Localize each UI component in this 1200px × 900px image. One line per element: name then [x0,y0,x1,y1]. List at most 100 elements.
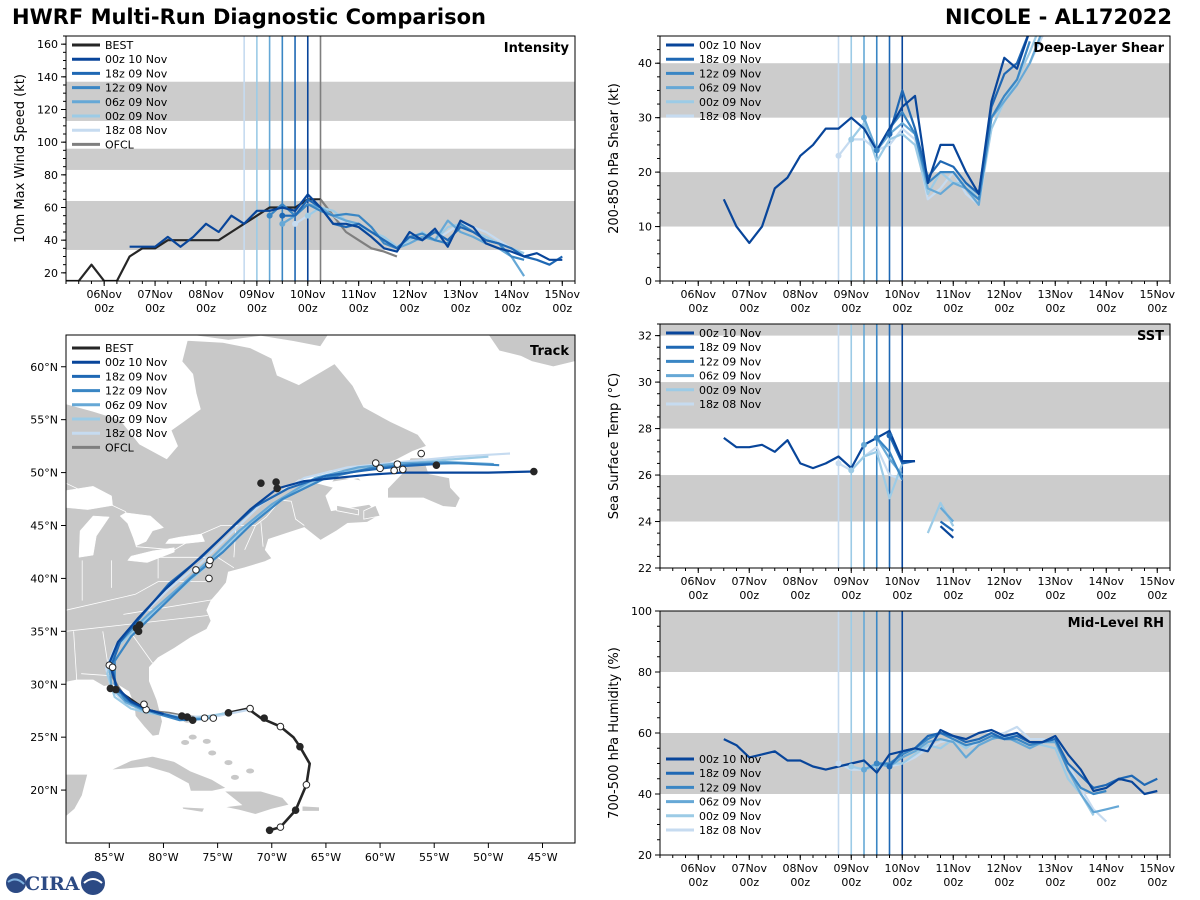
shear-xtick-label: 13Nov [1038,288,1074,301]
rh-title: Mid-Level RH [1068,616,1164,631]
sst-init-point [861,441,867,448]
track-legend-label: 06z 09 Nov [105,399,168,412]
sst-xtick-label: 00z [892,589,912,602]
globe-swoosh-icon [7,878,25,885]
rh-series-line [723,728,1158,796]
rh-xtick-label: 00z [739,876,759,889]
track-ytick-label: 55°N [30,414,58,427]
lake-erie [127,547,175,563]
intensity-ytick-label: 140 [37,71,58,84]
shear-legend-label: 00z 10 Nov [699,39,762,52]
track-ytick-label: 35°N [30,625,58,638]
shear-xtick-label: 00z [892,302,912,315]
rh-band [660,611,1170,672]
intensity-xtick-label: 12Nov [392,288,428,301]
track-marker [390,466,398,475]
intensity-ytick-label: 20 [44,267,58,280]
intensity-xtick-label: 00z [501,302,521,315]
shear-legend-label: 06z 09 Nov [699,82,762,95]
sst-ylabel: Sea Surface Temp (°C) [607,373,622,520]
rh-ytick-label: 60 [638,727,652,740]
shear-xtick-label: 00z [1147,302,1167,315]
shear-ytick-label: 10 [638,221,652,234]
greenland-land [487,335,575,368]
shear-series-line [862,36,1042,206]
rh-legend-label: 12z 09 Nov [699,781,762,794]
sst-xtick-label: 00z [943,589,963,602]
sst-xtick-label: 09Nov [834,575,870,588]
hispaniola-land [222,790,290,815]
rh-xtick-label: 00z [841,876,861,889]
track-marker [257,479,265,487]
intensity-ylabel: 10m Max Wind Speed (kt) [13,74,28,243]
rh-xtick-label: 12Nov [987,862,1023,875]
track-legend-label: 00z 09 Nov [105,413,168,426]
track-ytick-label: 25°N [30,731,58,744]
sst-panel: 22242628303206Nov00z07Nov00z08Nov00z09No… [607,323,1176,602]
track-xtick-label: 65°W [311,851,341,864]
rh-xtick-label: 07Nov [732,862,768,875]
intensity-series-line [129,193,563,261]
rh-xtick-label: 00z [1096,876,1116,889]
intensity-legend-label: 12z 09 Nov [105,82,168,95]
shear-ytick-label: 0 [645,275,652,288]
state-border [81,673,112,677]
track-marker [140,700,148,709]
shear-title: Deep-Layer Shear [1033,41,1164,56]
bahamas-island [230,774,239,780]
track-frame [65,334,576,844]
puerto-rico-land [301,805,320,812]
track-marker [134,627,143,636]
shear-xtick-label: 12Nov [987,288,1023,301]
track-marker [209,714,218,722]
track-title: Track [530,344,569,359]
rh-xtick-label: 00z [688,876,708,889]
shear-ytick-label: 40 [638,57,652,70]
sst-xtick-label: 00z [688,589,708,602]
rh-xtick-label: 15Nov [1140,862,1176,875]
shear-xtick-label: 07Nov [732,288,768,301]
rh-init-point [886,763,893,770]
intensity-ytick-label: 80 [44,169,58,182]
rh-band [660,733,1170,794]
track-ytick-label: 30°N [30,678,58,691]
rh-series-line [863,734,1120,814]
intensity-xtick-label: 00z [552,302,572,315]
shear-xtick-label: 00z [790,302,810,315]
jamaica-land [181,806,206,813]
track-ytick-label: 20°N [30,784,58,797]
shear-panel: 01020304006Nov00z07Nov00z08Nov00z09Nov00… [607,35,1176,315]
track-legend-label: 18z 09 Nov [105,370,168,383]
sst-xtick-label: 15Nov [1140,575,1176,588]
intensity-xtick-label: 15Nov [545,288,581,301]
rh-init-point [873,760,880,767]
shear-init-point [848,136,855,143]
bahamas-island [202,738,211,744]
shear-xtick-label: 08Nov [783,288,819,301]
track-xtick-label: 45°W [527,851,557,864]
track-marker [206,556,214,565]
sst-xtick-label: 00z [994,589,1014,602]
track-marker [260,714,268,722]
intensity-ytick-label: 160 [37,38,58,51]
shear-xtick-label: 15Nov [1140,288,1176,301]
shear-xtick-label: 00z [994,302,1014,315]
sst-series-line [723,429,915,470]
rh-xtick-label: 11Nov [936,862,972,875]
intensity-ytick-label: 100 [37,136,58,149]
track-marker [432,461,441,469]
rh-ylabel: 700-500 hPa Humidity (%) [607,647,622,819]
intensity-xtick-label: 08Nov [188,288,224,301]
sst-xtick-label: 00z [1045,589,1065,602]
rh-xtick-label: 00z [1147,876,1167,889]
intensity-xtick-label: 09Nov [239,288,275,301]
rh-series-line [888,731,1158,790]
track-legend-label: 18z 08 Nov [105,427,168,440]
intensity-legend-label: 00z 09 Nov [105,110,168,123]
intensity-legend-label: BEST [105,39,133,52]
shear-series-line [888,36,1029,195]
track-legend-label: OFCL [105,441,135,454]
intensity-xtick-label: 10Nov [290,288,326,301]
sst-xtick-label: 10Nov [885,575,921,588]
track-marker [273,484,281,493]
